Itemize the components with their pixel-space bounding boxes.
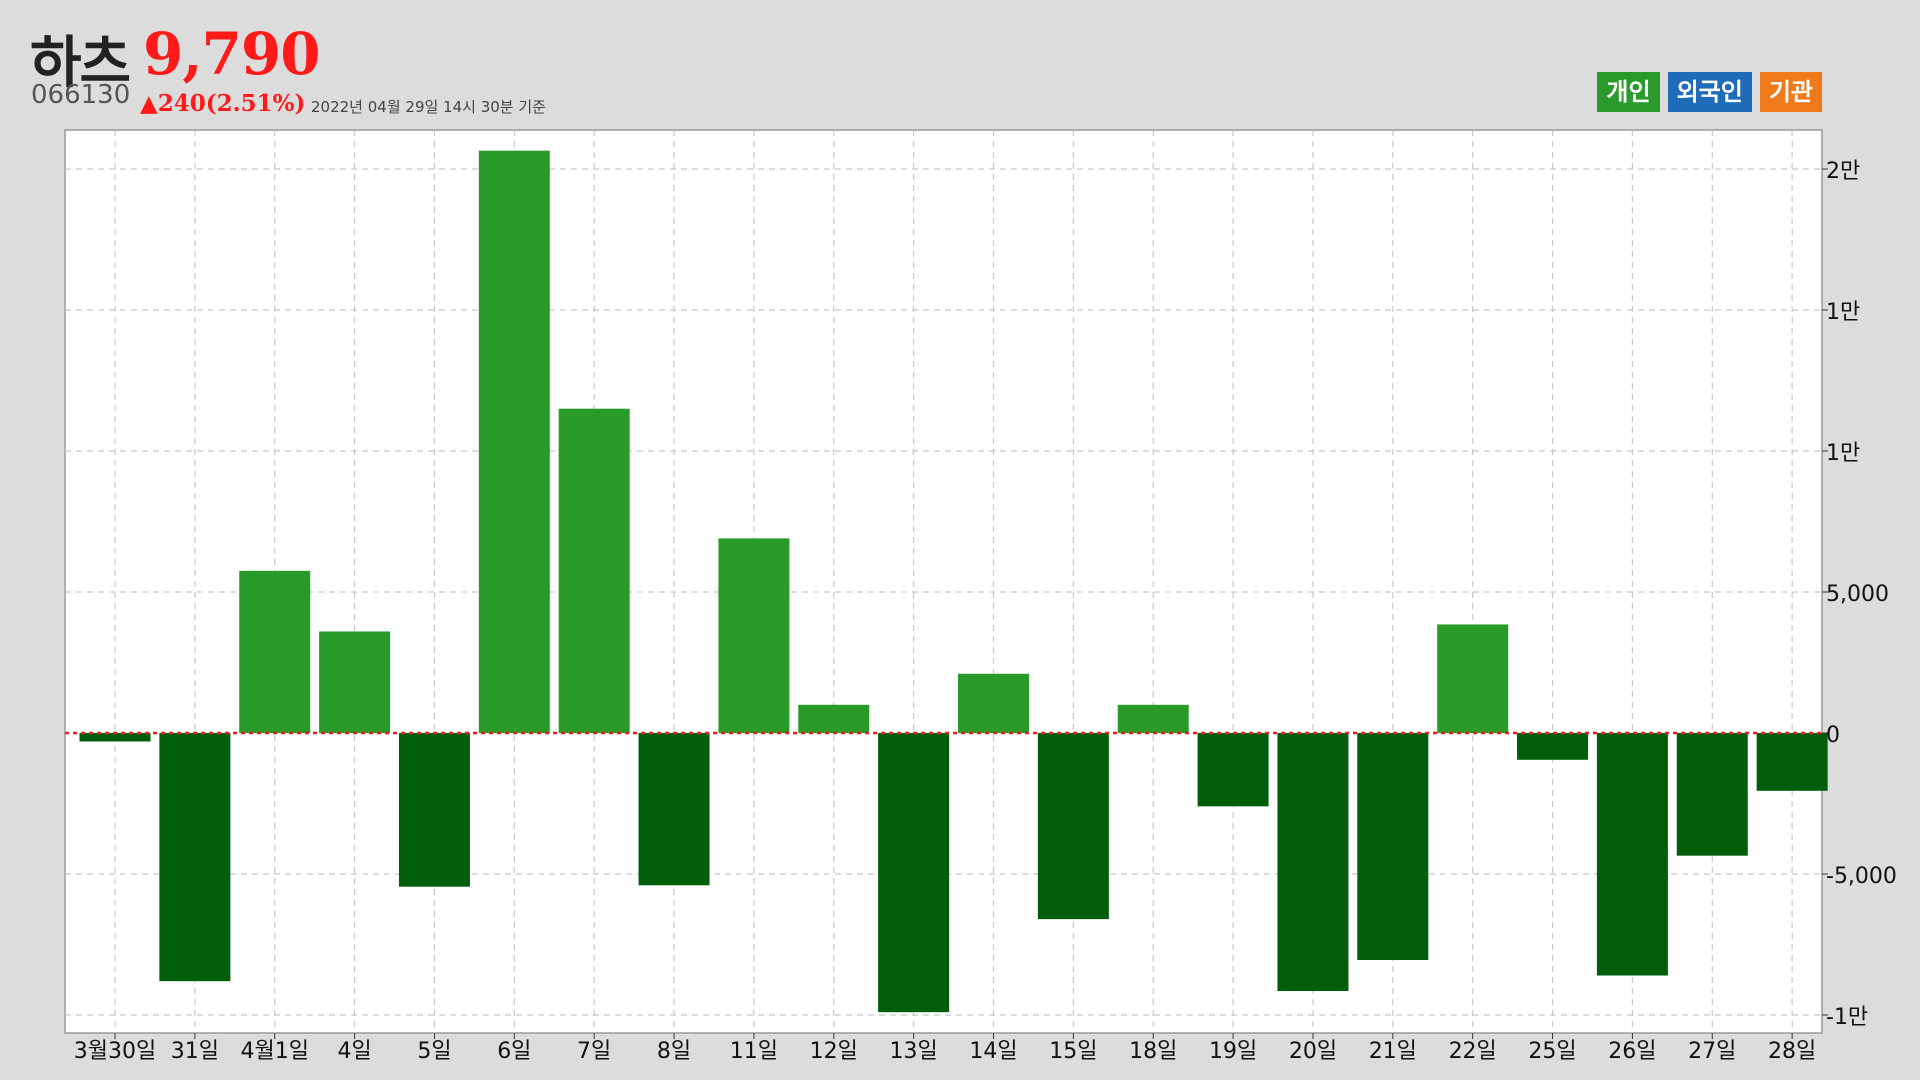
y-tick-label: 5,000 <box>1826 582 1889 607</box>
x-tick-label: 7일 <box>577 1039 611 1064</box>
bar <box>1277 733 1349 992</box>
x-tick-label: 20일 <box>1289 1039 1337 1064</box>
x-tick-label: 28일 <box>1768 1039 1816 1064</box>
y-tick-label: 0 <box>1826 723 1840 748</box>
x-tick-label: 4일 <box>337 1039 371 1064</box>
x-tick-label: 31일 <box>171 1039 219 1064</box>
x-tick-label: 27일 <box>1688 1039 1736 1064</box>
bar <box>1357 733 1429 961</box>
y-tick-label: 2만 <box>1826 159 1860 184</box>
stock-price: 9,790 <box>143 20 321 88</box>
bar <box>319 631 391 733</box>
timestamp: 2022년 04월 29일 14시 30분 기준 <box>311 98 546 116</box>
x-tick-label: 13일 <box>890 1039 938 1064</box>
legend-individual-button[interactable]: 개인 <box>1597 72 1660 112</box>
bar <box>239 570 311 733</box>
legend-institution-button[interactable]: 기관 <box>1759 72 1822 112</box>
x-tick-label: 18일 <box>1129 1039 1177 1064</box>
bar <box>1596 733 1668 976</box>
x-tick-label: 11일 <box>730 1039 778 1064</box>
x-tick-label: 22일 <box>1449 1039 1497 1064</box>
bar <box>798 704 870 733</box>
bar <box>958 673 1029 733</box>
stock-name: 하츠 <box>30 31 131 96</box>
x-tick-label: 12일 <box>810 1039 858 1064</box>
bar <box>558 408 630 733</box>
y-tick-label: 1만 <box>1826 300 1860 325</box>
x-tick-label: 26일 <box>1608 1039 1656 1064</box>
bar <box>1517 733 1589 760</box>
x-tick-label: 25일 <box>1528 1039 1576 1064</box>
bar <box>1037 733 1109 920</box>
x-tick-label: 15일 <box>1049 1039 1097 1064</box>
x-tick-label: 19일 <box>1209 1039 1257 1064</box>
legend-foreign-button[interactable]: 외국인 <box>1667 72 1752 112</box>
bar <box>878 733 950 1013</box>
x-tick-label: 3월30일 <box>74 1039 156 1064</box>
stock-code: 066130 <box>31 80 131 110</box>
bar <box>1437 624 1509 733</box>
bar <box>1756 733 1828 791</box>
bar <box>398 733 470 887</box>
bar <box>159 733 231 982</box>
x-tick-label: 14일 <box>969 1039 1017 1064</box>
x-tick-label: 6일 <box>497 1039 531 1064</box>
bar <box>1676 733 1748 856</box>
x-tick-label: 8일 <box>657 1039 691 1064</box>
bar <box>478 150 550 734</box>
x-tick-label: 5일 <box>417 1039 451 1064</box>
bar <box>638 733 710 886</box>
bar <box>1197 733 1269 807</box>
x-tick-label: 4월1일 <box>240 1039 308 1064</box>
price-change: ▲240(2.51%) <box>140 90 306 117</box>
y-tick-label: -1만 <box>1826 1005 1868 1030</box>
bar <box>1117 704 1189 733</box>
bar <box>718 538 790 733</box>
x-tick-label: 21일 <box>1369 1039 1417 1064</box>
y-tick-label: -5,000 <box>1826 864 1897 889</box>
bar <box>79 733 151 742</box>
y-tick-label: 1만 <box>1826 441 1860 466</box>
investor-legend: 개인 외국인 기관 <box>1597 72 1822 112</box>
